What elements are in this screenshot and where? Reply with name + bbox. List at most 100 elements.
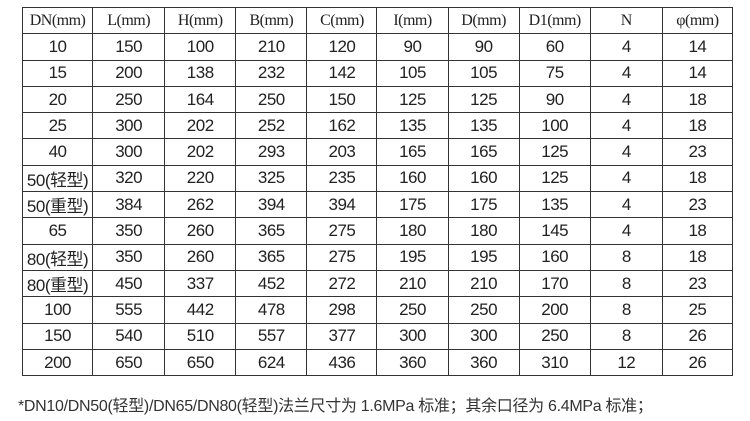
- table-cell: 8: [589, 296, 663, 324]
- column-header: C(mm): [306, 6, 378, 35]
- table-cell: 25: [21, 112, 94, 140]
- table-cell: 125: [376, 85, 449, 114]
- table-cell: 60: [518, 33, 591, 61]
- table-row: 50(重型) 384 262 394 394 175 175 135 4 23: [21, 191, 734, 219]
- table-cell: 436: [306, 348, 378, 377]
- table-cell: 250: [92, 85, 166, 114]
- table-row: 50(轻型) 320 220 325 235 160 160 125 4 18: [21, 164, 734, 193]
- table-cell: 10: [21, 33, 94, 61]
- table-cell: 120: [306, 33, 378, 61]
- table-cell: 510: [164, 322, 237, 350]
- table-cell: 14: [661, 59, 734, 87]
- column-header: D1(mm): [518, 6, 591, 35]
- table-cell: 195: [376, 243, 449, 271]
- table-row: 15 200 138 232 142 105 105 75 4 14: [21, 59, 734, 87]
- table-cell: 50(轻型): [21, 164, 94, 193]
- table-cell: 450: [92, 269, 166, 298]
- table-cell: 18: [661, 112, 734, 140]
- table-cell: 75: [518, 59, 591, 87]
- table-cell: 210: [447, 269, 520, 298]
- table-cell: 15: [21, 59, 94, 87]
- table-cell: 310: [518, 348, 591, 377]
- table-cell: 180: [447, 217, 520, 245]
- table-cell: 624: [235, 348, 308, 377]
- table-cell: 160: [447, 164, 520, 193]
- table-cell: 65: [21, 217, 94, 245]
- table-cell: 260: [164, 243, 237, 271]
- table-cell: 650: [164, 348, 237, 377]
- table-cell: 4: [589, 164, 663, 193]
- table-cell: 478: [235, 296, 308, 324]
- table-cell: 100: [164, 33, 237, 61]
- table-row: 10 150 100 210 120 90 90 60 4 14: [21, 33, 734, 61]
- table-cell: 100: [518, 112, 591, 140]
- table-cell: 4: [589, 138, 663, 166]
- table-cell: 8: [589, 269, 663, 298]
- table-cell: 150: [306, 85, 378, 114]
- table-cell: 23: [661, 191, 734, 219]
- table-cell: 135: [447, 112, 520, 140]
- table-cell: 557: [235, 322, 308, 350]
- table-cell: 350: [92, 217, 166, 245]
- table-cell: 105: [447, 59, 520, 87]
- table-cell: 4: [589, 33, 663, 61]
- table-cell: 180: [376, 217, 449, 245]
- table-cell: 90: [376, 33, 449, 61]
- column-header: D(mm): [447, 6, 520, 35]
- table-cell: 150: [21, 322, 94, 350]
- table-cell: 325: [235, 164, 308, 193]
- header-row: DN(mm) L(mm) H(mm) B(mm) C(mm) I(mm) D(mm) D1(m…: [21, 6, 734, 35]
- table-cell: 12: [589, 348, 663, 377]
- table-cell: 164: [164, 85, 237, 114]
- table-cell: 125: [518, 138, 591, 166]
- table-cell: 337: [164, 269, 237, 298]
- table-cell: 170: [518, 269, 591, 298]
- table-cell: 90: [447, 33, 520, 61]
- table-cell: 142: [306, 59, 378, 87]
- table-cell: 105: [376, 59, 449, 87]
- table-cell: 250: [376, 296, 449, 324]
- table-cell: 23: [661, 138, 734, 166]
- table-cell: 175: [447, 191, 520, 219]
- table-cell: 162: [306, 112, 378, 140]
- table-cell: 250: [235, 85, 308, 114]
- table-cell: 360: [447, 348, 520, 377]
- table-row: 150 540 510 557 377 300 300 250 8 26: [21, 322, 734, 350]
- table-cell: 210: [235, 33, 308, 61]
- table-cell: 26: [661, 348, 734, 377]
- table-cell: 300: [376, 322, 449, 350]
- table-cell: 25: [661, 296, 734, 324]
- table-cell: 4: [589, 85, 663, 114]
- table-cell: 150: [92, 33, 166, 61]
- table-cell: 8: [589, 243, 663, 271]
- table-cell: 384: [92, 191, 166, 219]
- column-header: L(mm): [92, 6, 166, 35]
- table-row: 65 350 260 365 275 180 180 145 4 18: [21, 217, 734, 245]
- table-cell: 250: [518, 322, 591, 350]
- table-row: 25 300 202 252 162 135 135 100 4 18: [21, 112, 734, 140]
- table-cell: 125: [447, 85, 520, 114]
- table-cell: 350: [92, 243, 166, 271]
- table-row: 80(重型) 450 337 452 272 210 210 170 8 23: [21, 269, 734, 298]
- table-cell: 320: [92, 164, 166, 193]
- table-cell: 18: [661, 85, 734, 114]
- table-cell: 8: [589, 322, 663, 350]
- table-cell: 540: [92, 322, 166, 350]
- table-cell: 14: [661, 33, 734, 61]
- table-cell: 235: [306, 164, 378, 193]
- table-cell: 135: [376, 112, 449, 140]
- table-cell: 252: [235, 112, 308, 140]
- table-cell: 18: [661, 164, 734, 193]
- table-cell: 360: [376, 348, 449, 377]
- table-cell: 365: [235, 243, 308, 271]
- table-cell: 220: [164, 164, 237, 193]
- column-header: DN(mm): [21, 6, 94, 35]
- table-row: 80(轻型) 350 260 365 275 195 195 160 8 18: [21, 243, 734, 271]
- table-cell: 175: [376, 191, 449, 219]
- table-cell: 300: [447, 322, 520, 350]
- table-cell: 18: [661, 243, 734, 271]
- column-header: φ(mm): [661, 6, 734, 35]
- table-cell: 200: [518, 296, 591, 324]
- table-cell: 165: [447, 138, 520, 166]
- table-cell: 202: [164, 112, 237, 140]
